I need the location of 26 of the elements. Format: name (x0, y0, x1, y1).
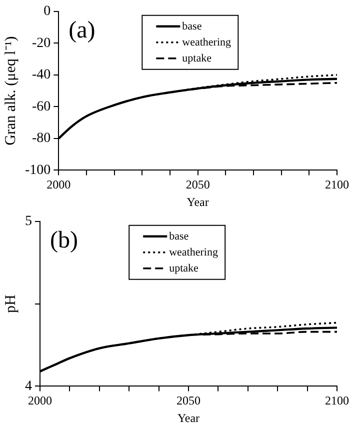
legend-label: uptake (169, 262, 199, 274)
annotation: (b) (50, 228, 78, 254)
annotation: (a) (68, 18, 96, 44)
y-tick-label: 4 (25, 378, 32, 394)
y-tick-label: 0 (44, 4, 51, 20)
x-axis-title: Year (177, 410, 200, 425)
x-tick-label: 2000 (28, 394, 52, 408)
y-tick-label: -60 (32, 99, 51, 114)
legend-label: weathering (169, 246, 218, 258)
legend-label: weathering (182, 36, 232, 48)
y-tick-label: -20 (32, 36, 51, 51)
x-tick-label: 2100 (325, 178, 349, 192)
y-tick-label: 5 (25, 214, 32, 230)
x-axis-title: Year (186, 194, 209, 209)
y-tick-label: -100 (24, 162, 51, 178)
y-tick-label: -40 (32, 68, 51, 83)
y-axis-title: pH (2, 294, 19, 313)
legend-label: base (169, 230, 189, 242)
legend-label: base (182, 20, 202, 32)
x-tick-label: 2050 (176, 394, 200, 408)
legend-label: uptake (182, 52, 212, 64)
y-tick-label: -80 (32, 131, 51, 146)
x-tick-label: 2100 (325, 394, 349, 408)
x-tick-label: 2050 (186, 178, 210, 192)
y-axis-title: Gran alk. (μeq l⁻¹) (2, 36, 19, 146)
x-tick-label: 2000 (46, 178, 71, 192)
